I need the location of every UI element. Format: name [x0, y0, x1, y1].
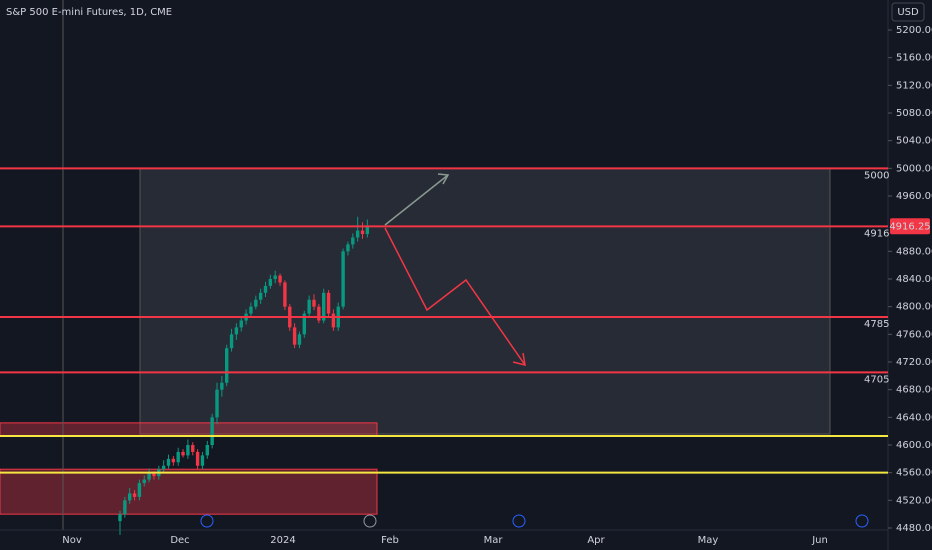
candle-body — [132, 493, 137, 497]
candle-body — [263, 285, 268, 293]
candle-body — [351, 237, 355, 245]
price-tick-label: 4640.00 — [896, 412, 932, 423]
candle-body — [200, 455, 205, 466]
price-tick-label: 5040.00 — [896, 136, 932, 147]
candle-body — [137, 483, 142, 497]
time-label: 2024 — [270, 535, 295, 546]
candle-body — [258, 292, 263, 300]
up-arrow-head — [437, 173, 450, 185]
candle-body — [326, 292, 331, 314]
time-label: Feb — [381, 535, 399, 546]
candle-body — [341, 251, 345, 307]
candle-body — [346, 244, 350, 252]
range-box — [139, 167, 831, 435]
title: S&P 500 E-mini Futures, 1D, CME — [6, 7, 172, 18]
event-icon[interactable] — [200, 514, 214, 528]
candle-body — [292, 327, 297, 345]
candle-body — [297, 334, 302, 345]
candle-body — [268, 279, 273, 286]
event-icon[interactable] — [512, 514, 526, 528]
level-label: 4705 — [864, 374, 889, 385]
price-tick-label: 5160.00 — [896, 53, 932, 64]
event-icons — [200, 514, 869, 528]
candle-body — [273, 275, 277, 279]
time-label: Mar — [484, 535, 504, 546]
last-price-label: 4916.25 — [889, 221, 930, 232]
candle-body — [142, 479, 146, 484]
zone — [0, 468, 378, 515]
candle-body — [152, 472, 156, 477]
price-tick-label: 4720.00 — [896, 357, 932, 368]
price-tick-label: 4880.00 — [896, 246, 932, 257]
candle-body — [312, 299, 316, 307]
candle-body — [220, 382, 224, 390]
candle-body — [166, 458, 171, 466]
time-label: Dec — [170, 535, 189, 546]
candle-body — [118, 514, 122, 522]
time-label: Nov — [62, 535, 82, 546]
candle-body — [176, 451, 180, 463]
time-label: Jun — [811, 535, 828, 546]
candle-body — [147, 472, 151, 480]
price-tick-label: 5120.00 — [896, 80, 932, 91]
candle-body — [205, 445, 209, 456]
currency-button[interactable] — [891, 2, 925, 22]
candle-body — [229, 334, 234, 349]
candle-body — [161, 465, 166, 470]
candle-body — [181, 451, 185, 456]
time-label: Apr — [587, 535, 605, 546]
price-tick-label: 5000.00 — [896, 163, 932, 174]
level-label: 5000 — [864, 170, 889, 181]
price-tick-label: 4800.00 — [896, 302, 932, 313]
level-label: 4785 — [864, 319, 889, 330]
candle-body — [191, 445, 195, 452]
price-tick-label: 4480.00 — [896, 523, 932, 534]
candle-body — [128, 493, 132, 501]
up-arrow — [384, 174, 449, 226]
candle-body — [331, 313, 336, 328]
candle-body — [365, 226, 370, 235]
price-tick-label: 4560.00 — [896, 468, 932, 479]
candle-body — [239, 320, 243, 328]
candle-body — [322, 292, 326, 321]
price-tick-label: 5080.00 — [896, 108, 932, 119]
candle-body — [186, 445, 190, 456]
candle-body — [225, 348, 229, 383]
down-arrow — [384, 227, 526, 366]
candle-body — [123, 500, 127, 515]
candle-body — [215, 389, 219, 418]
candle-body — [283, 282, 287, 307]
price-tick-label: 4960.00 — [896, 191, 932, 202]
price-tick-label: 5200.00 — [896, 25, 932, 36]
event-icon[interactable] — [363, 514, 377, 528]
time-label: May — [698, 535, 719, 546]
candle-body — [210, 417, 214, 445]
candle-body — [360, 230, 365, 235]
price-tick-label: 4680.00 — [896, 385, 932, 396]
price-tick-label: 4840.00 — [896, 274, 932, 285]
candle-body — [171, 458, 176, 463]
candle-body — [317, 306, 321, 321]
currency[interactable]: USD — [897, 7, 919, 18]
price-tick-label: 4600.00 — [896, 440, 932, 451]
candle-body — [254, 299, 258, 307]
level-label: 4916 — [864, 228, 889, 239]
zone — [0, 422, 378, 437]
candle-body — [355, 230, 360, 238]
down-arrow-head — [512, 352, 526, 367]
candle-body — [195, 451, 200, 466]
event-icon[interactable] — [855, 514, 869, 528]
last-price-badge — [890, 218, 930, 235]
candle-body — [302, 313, 306, 335]
candle-body — [307, 299, 311, 314]
candle-body — [249, 306, 253, 314]
price-tick-label: 4760.00 — [896, 329, 932, 340]
candle-body — [234, 327, 239, 335]
candle-body — [278, 275, 282, 283]
price-tick-label: 4520.00 — [896, 495, 932, 506]
